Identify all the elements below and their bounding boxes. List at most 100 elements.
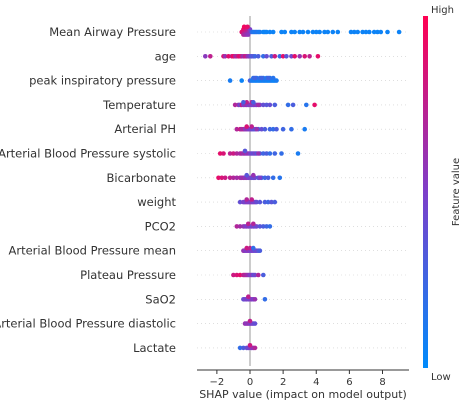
shap-point <box>272 54 278 59</box>
shap-point <box>227 175 233 181</box>
shap-point <box>255 102 261 108</box>
shap-point <box>315 54 321 59</box>
feature-label: age <box>155 49 176 63</box>
shap-point <box>222 175 228 181</box>
shap-point <box>254 199 259 205</box>
shap-point <box>274 78 279 83</box>
shap-point <box>249 197 254 202</box>
x-axis: −2 0 2 4 6 8 <box>197 369 409 388</box>
feature-label: SaO2 <box>145 292 176 306</box>
shap-point <box>249 124 254 129</box>
shap-point <box>257 199 263 205</box>
shap-point <box>267 151 273 156</box>
x-tick-label: −2 <box>210 377 225 388</box>
shap-point <box>252 54 258 59</box>
shap-point <box>289 29 294 35</box>
shap-point <box>244 124 249 129</box>
shap-point <box>234 126 240 132</box>
shap-point <box>325 29 331 35</box>
shap-point <box>290 102 296 108</box>
shap-point <box>261 272 266 278</box>
shap-point <box>246 294 251 300</box>
shap-point <box>305 29 311 35</box>
shap-point <box>285 102 291 108</box>
colorbar-low-label: Low <box>431 372 451 383</box>
shap-point <box>237 224 243 229</box>
shap-point <box>261 224 266 229</box>
shap-point <box>217 151 223 156</box>
feature-label: Bicarbonate <box>107 171 176 185</box>
shap-point <box>292 54 298 59</box>
shap-point <box>208 54 213 59</box>
shap-point <box>255 54 261 59</box>
shap-point <box>274 126 279 132</box>
shap-point <box>375 29 380 35</box>
shap-point <box>232 102 238 108</box>
shap-point <box>265 199 271 205</box>
shap-point <box>251 100 256 105</box>
shap-point <box>264 102 269 108</box>
shap-point <box>265 175 271 181</box>
shap-point <box>244 172 249 178</box>
shap-point <box>280 54 286 59</box>
feature-label: Plateau Pressure <box>80 268 176 282</box>
shap-point <box>322 29 327 35</box>
shap-point <box>264 29 269 35</box>
shap-point <box>367 29 372 35</box>
shap-point <box>302 126 308 132</box>
shap-point <box>247 245 253 251</box>
shap-point <box>314 29 319 35</box>
feature-label: peak inspiratory pressure <box>29 74 176 88</box>
shap-point <box>241 100 246 105</box>
feature-label: PCO2 <box>145 219 176 233</box>
feature-labels: Mean Airway Pressure age peak inspiratory … <box>0 25 176 355</box>
shap-point <box>254 224 259 229</box>
x-tick-label: 2 <box>280 377 286 388</box>
shap-point <box>251 172 256 178</box>
feature-label: weight <box>137 195 176 209</box>
shap-point <box>269 54 274 59</box>
shap-point <box>267 29 273 35</box>
shap-point <box>259 126 264 132</box>
shap-point <box>272 199 278 205</box>
shap-point <box>300 29 306 35</box>
colorbar: High Low Feature value <box>423 5 462 383</box>
shap-point <box>247 343 253 348</box>
shap-point <box>237 272 243 278</box>
shap-point <box>252 272 258 278</box>
shap-point <box>244 245 249 251</box>
shap-point <box>297 29 303 35</box>
shap-point <box>234 151 240 156</box>
shap-point <box>272 102 278 108</box>
shap-point <box>242 148 248 154</box>
shap-point <box>317 29 322 35</box>
shap-point <box>257 248 263 253</box>
shap-point <box>247 318 253 324</box>
shap-point <box>297 54 303 59</box>
shap-point <box>227 151 233 156</box>
shap-point <box>254 126 259 132</box>
shap-point <box>261 102 266 108</box>
shap-point <box>292 29 298 35</box>
shap-point <box>371 29 377 35</box>
shap-point <box>227 78 233 83</box>
shap-point <box>307 54 312 59</box>
x-tick-label: 4 <box>313 377 319 388</box>
shap-point <box>279 29 284 35</box>
shap-point <box>267 102 273 108</box>
shap-point <box>330 29 336 35</box>
shap-point <box>231 272 236 278</box>
shap-point <box>265 75 271 81</box>
shap-point <box>277 175 283 181</box>
shap-point <box>267 224 273 229</box>
shap-point <box>241 24 247 30</box>
shap-point <box>257 224 263 229</box>
colorbar-high-label: High <box>431 5 454 16</box>
shap-point <box>255 272 261 278</box>
feature-label: Lactate <box>133 341 176 355</box>
feature-label: Temperature <box>102 98 176 112</box>
shap-point <box>261 54 266 59</box>
feature-label: Mean Airway Pressure <box>49 25 176 39</box>
shap-point <box>221 151 226 156</box>
